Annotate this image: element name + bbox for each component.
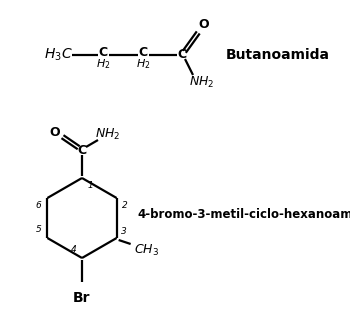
Text: $CH_3$: $CH_3$ — [134, 242, 159, 257]
Text: 2: 2 — [122, 202, 127, 210]
Text: 4-bromo-3-metil-ciclo-hexanoamida: 4-bromo-3-metil-ciclo-hexanoamida — [137, 208, 350, 221]
Text: C: C — [98, 46, 107, 59]
Text: Br: Br — [73, 291, 91, 305]
Text: 6: 6 — [35, 202, 41, 210]
Text: C: C — [139, 46, 148, 59]
Text: $H_3C$: $H_3C$ — [44, 47, 72, 63]
Text: $NH_2$: $NH_2$ — [95, 127, 121, 142]
Text: $H_2$: $H_2$ — [136, 57, 150, 71]
Text: 1: 1 — [87, 181, 93, 191]
Text: 4: 4 — [71, 246, 77, 255]
Text: Butanoamida: Butanoamida — [226, 48, 330, 62]
Text: O: O — [199, 19, 209, 31]
Text: 5: 5 — [35, 225, 41, 235]
Text: C: C — [77, 143, 86, 156]
Text: O: O — [50, 126, 60, 138]
Text: $NH_2$: $NH_2$ — [189, 74, 215, 89]
Text: 3: 3 — [121, 226, 126, 236]
Text: C: C — [177, 48, 187, 62]
Text: $H_2$: $H_2$ — [96, 57, 110, 71]
